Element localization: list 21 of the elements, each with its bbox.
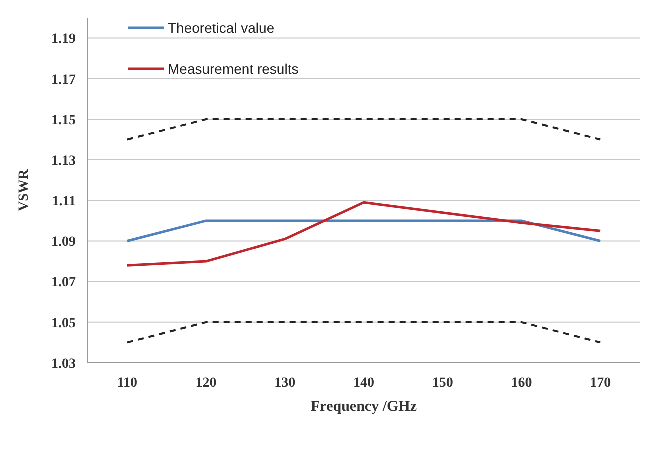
- y-tick-label: 1.13: [52, 154, 76, 169]
- line-series: [126, 201, 602, 267]
- y-tick-label: 1.07: [52, 276, 76, 291]
- y-tick-label: 1.03: [52, 356, 76, 372]
- y-tick-label: 1.05: [52, 316, 76, 332]
- x-tick-label: 170: [590, 376, 612, 391]
- x-tick-label: 140: [354, 376, 374, 391]
- y-tick-label: 1.09: [52, 235, 76, 250]
- x-tick-label: 120: [196, 376, 217, 391]
- x-axis-title: Frequency /GHz: [311, 399, 418, 415]
- y-tick-label: 1.19: [52, 32, 76, 48]
- x-tick-label: 110: [117, 376, 138, 391]
- legend-label: Measurement results: [168, 60, 299, 77]
- x-tick-label: 130: [274, 376, 296, 391]
- y-tick-label: 1.11: [52, 194, 76, 210]
- legend-label: Theoretical value: [168, 20, 275, 36]
- x-tick-label: 160: [511, 376, 532, 391]
- y-tick-label: 1.17: [52, 72, 76, 88]
- y-axis-title: VSWR: [17, 168, 32, 212]
- y-tick-label: 1.15: [52, 113, 76, 128]
- x-tick-label: 150: [432, 376, 454, 391]
